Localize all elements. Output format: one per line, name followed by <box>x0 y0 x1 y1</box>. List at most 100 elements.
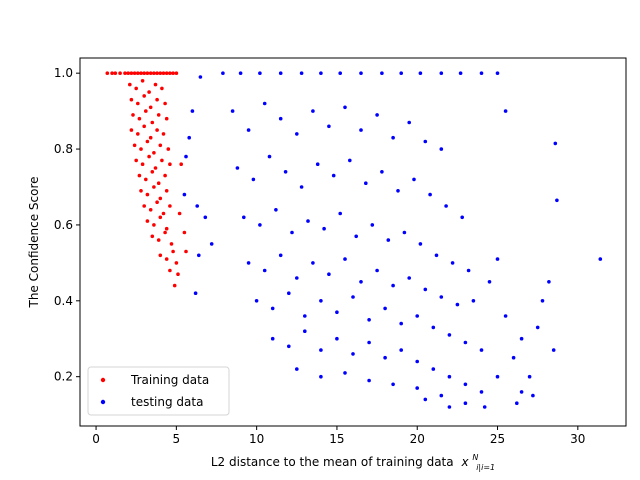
training-point <box>128 82 132 87</box>
testing-point <box>319 348 323 352</box>
testing-point <box>447 405 452 409</box>
training-point <box>176 272 180 277</box>
x-axis-label: L2 distance to the mean of training data… <box>211 449 495 472</box>
testing-point <box>343 371 347 375</box>
testing-point <box>439 147 444 151</box>
training-point <box>179 162 183 166</box>
training-point <box>172 283 177 288</box>
testing-point <box>402 230 407 235</box>
testing-point <box>439 393 444 398</box>
testing-point <box>463 340 468 345</box>
training-point <box>129 128 134 132</box>
training-point <box>163 230 167 235</box>
training-point <box>161 71 166 75</box>
training-point <box>160 158 164 163</box>
testing-point <box>547 280 551 284</box>
training-point <box>158 253 163 258</box>
y-tick-label: 0.2 <box>54 370 73 384</box>
testing-point <box>235 166 240 170</box>
testing-point <box>423 397 428 402</box>
testing-point <box>527 374 532 379</box>
training-point <box>137 116 142 121</box>
x-tick-label: 15 <box>329 432 344 446</box>
testing-point <box>278 71 283 75</box>
training-point <box>129 97 134 102</box>
training-point <box>152 223 156 227</box>
training-point <box>160 86 164 91</box>
testing-point <box>391 283 395 288</box>
testing-point <box>190 109 195 113</box>
points-layer <box>105 71 603 409</box>
testing-point <box>198 75 203 79</box>
training-point <box>158 196 163 201</box>
training-point <box>139 189 143 193</box>
testing-point <box>407 120 412 125</box>
testing-point <box>383 355 387 360</box>
testing-point <box>295 276 299 280</box>
x-axis-label-text: L2 distance to the mean of training data <box>211 455 454 469</box>
testing-point <box>415 386 420 390</box>
testing-point <box>238 71 243 75</box>
training-point <box>163 101 167 106</box>
testing-point <box>258 223 262 227</box>
x-axis-label-sub: i|i=1 <box>476 463 495 472</box>
testing-point <box>479 390 484 394</box>
training-point <box>169 242 174 246</box>
testing-point <box>348 158 352 163</box>
training-point <box>134 86 138 91</box>
testing-point <box>359 71 363 75</box>
testing-point <box>375 113 379 117</box>
testing-point <box>351 352 355 356</box>
training-point <box>152 151 156 155</box>
training-point <box>168 204 172 208</box>
legend-marker-testing <box>100 399 106 405</box>
training-point <box>155 71 159 75</box>
testing-point <box>367 378 371 383</box>
training-point <box>148 105 153 110</box>
testing-point <box>503 314 508 318</box>
testing-point <box>511 355 516 360</box>
testing-point <box>367 318 371 322</box>
testing-point <box>311 261 315 265</box>
training-point <box>136 132 140 136</box>
training-point <box>152 71 156 75</box>
training-point <box>140 79 145 83</box>
training-point <box>182 230 187 235</box>
testing-point <box>598 257 603 261</box>
testing-point <box>209 242 214 246</box>
testing-point <box>197 253 201 258</box>
x-tick-label: 10 <box>249 432 264 446</box>
testing-point <box>487 280 492 284</box>
testing-point <box>423 139 428 144</box>
testing-point <box>242 215 246 220</box>
x-tick-label: 0 <box>92 432 100 446</box>
testing-point <box>343 257 347 261</box>
testing-point <box>246 128 251 132</box>
training-point <box>136 101 140 106</box>
testing-point <box>221 71 225 75</box>
testing-point <box>322 226 326 231</box>
training-point <box>140 162 145 166</box>
training-point <box>164 226 169 231</box>
testing-point <box>447 333 452 337</box>
training-point <box>155 200 159 204</box>
training-point <box>171 249 175 254</box>
testing-point <box>335 336 339 341</box>
testing-point <box>295 132 299 136</box>
testing-point <box>338 71 343 75</box>
x-axis-ticks: 0 5 10 15 20 25 30 <box>92 426 585 446</box>
training-point <box>164 116 169 121</box>
testing-point <box>187 135 191 140</box>
training-point <box>131 113 135 117</box>
training-point <box>164 189 169 193</box>
training-point <box>161 211 166 216</box>
testing-point <box>335 310 339 315</box>
training-point <box>134 158 138 163</box>
training-point <box>110 71 114 75</box>
training-point <box>145 192 150 197</box>
training-point <box>153 82 158 87</box>
training-point <box>150 234 155 239</box>
testing-point <box>450 261 455 265</box>
testing-point <box>396 189 400 193</box>
training-point <box>163 173 167 178</box>
